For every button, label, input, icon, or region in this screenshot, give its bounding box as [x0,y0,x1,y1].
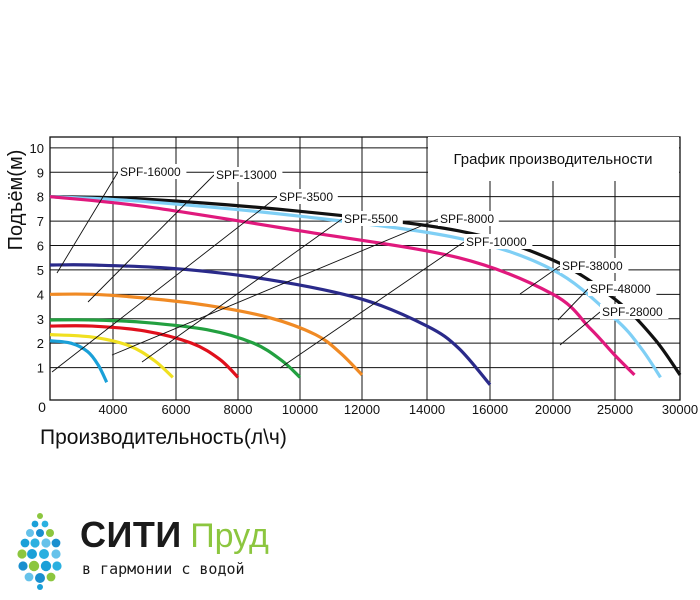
leader-spf-5500 [141,218,343,363]
y-tick-label: 1 [37,361,44,376]
chart-title: График производительности [454,151,653,168]
logo-dot [27,549,37,559]
x-tick-label: 10000 [282,402,318,417]
x-tick-label: 30000 [662,402,698,417]
y-tick-label: 8 [37,190,44,205]
series-label-bg [342,211,403,226]
series-label-spf-5500: SPF-5500 [344,212,398,226]
curve-spf-5500 [49,333,174,379]
y-tick-label: 7 [37,214,44,229]
performance-chart: 4000 6000 8000 10000 12000 14000 16000 20000 250… [5,136,699,449]
y-axis-label: Подъём(м) [5,150,27,251]
logo-dot [37,513,43,519]
series-label-bg [560,258,629,273]
logo-dot [28,560,40,572]
series-label-bg [464,234,533,249]
series-label-bg [600,304,669,319]
plot-frame [49,136,681,401]
brand-name: СИТИ Пруд [80,514,269,556]
series-label-bg [277,189,338,204]
logo-dot [18,561,28,571]
y-tick-label: 5 [37,263,44,278]
x-tick-label: 12000 [344,402,380,417]
series-label-bg [214,167,283,182]
x-axis-label: Производительность(л\ч) [40,426,287,449]
brand-tagline: в гармонии с водой [82,560,245,578]
series-label-bg [438,211,499,226]
x-tick-label: 20000 [535,402,571,417]
curve-spf-16000 [49,263,492,386]
brand-name-main: СИТИ [80,514,182,555]
logo-dot [31,520,39,528]
brand-logo: СИТИ Пруд в гармонии с водой [8,510,338,590]
y-tick-label: 3 [37,312,44,327]
logo-dot [46,529,54,537]
curve-spf-48000 [49,195,662,379]
x-tick-label: 14000 [409,402,445,417]
logo-dot [20,538,30,548]
y-tick-label: 6 [37,239,44,254]
logo-dot [17,549,27,559]
y-tick-label: 9 [37,165,44,180]
leader-spf-48000 [557,288,589,321]
x-tick-label: 16000 [472,402,508,417]
leader-spf-13000 [87,174,215,303]
leader-spf-38000 [519,265,561,295]
leader-spf-3500 [51,196,278,373]
y-tick-label: 4 [37,287,44,302]
logo-dot [41,520,49,528]
logo-dot [51,538,61,548]
logo-dot [36,529,44,537]
series-label-spf-13000: SPF-13000 [216,168,277,182]
x-tick-label: 4000 [99,402,128,417]
logo-dot [37,584,43,590]
logo-dot [35,573,45,583]
logo-dot [30,538,40,548]
curve-spf-28000 [49,195,636,377]
chart-title-box [428,137,679,181]
logo-dot [41,538,51,548]
leader-spf-28000 [559,311,601,346]
x-tick-label: 25000 [597,402,633,417]
curve-spf-3500 [49,339,109,383]
logo-dot [52,561,62,571]
logo-dot [39,549,49,559]
x-tick-label: 6000 [162,402,191,417]
curve-spf-8000 [49,324,240,379]
origin-label: 0 [38,399,46,415]
series-label-spf-16000: SPF-16000 [120,165,181,179]
series-label-bg [118,164,187,179]
logo-dot [51,549,61,559]
logo-dot [24,572,34,582]
curve-spf-10000 [49,318,302,379]
brand-name-sub: Пруд [190,517,269,555]
series-label-spf-3500: SPF-3500 [279,190,333,204]
leader-spf-10000 [279,241,465,369]
curve-spf-38000 [49,195,682,376]
water-drop-icon [17,513,62,590]
series-label-spf-48000: SPF-48000 [590,282,651,296]
logo-dot [26,529,34,537]
series-label-spf-38000: SPF-38000 [562,259,623,273]
chart-label-leaders [51,171,601,373]
series-label-spf-10000: SPF-10000 [466,235,527,249]
x-tick-label: 8000 [224,402,253,417]
y-tick-label: 2 [37,336,44,351]
leader-spf-16000 [56,171,119,274]
chart-tick-labels: 4000 6000 8000 10000 12000 14000 16000 20000 250… [30,141,699,417]
logo-dot [40,560,52,572]
logo-dot [46,572,56,582]
series-label-spf-28000: SPF-28000 [602,305,663,319]
y-tick-label: 10 [30,141,44,156]
series-label-bg [588,281,657,296]
series-label-spf-8000: SPF-8000 [440,212,494,226]
leader-spf-8000 [111,218,439,356]
